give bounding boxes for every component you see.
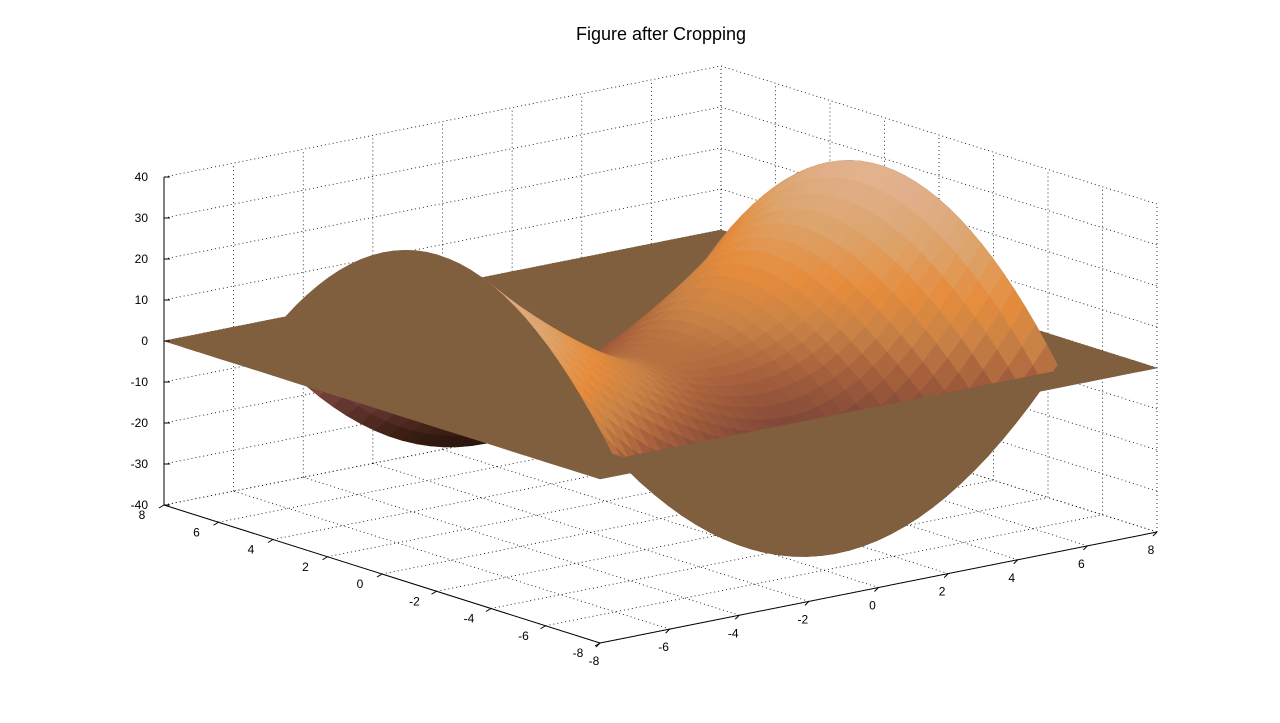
y-tick-mark: [540, 625, 546, 630]
gridline-floor-x: [442, 449, 879, 588]
x-tick-label: -8: [589, 654, 600, 668]
z-tick-label: -40: [131, 498, 149, 512]
y-tick-label: -4: [464, 612, 475, 626]
gridline-floor-x: [303, 476, 740, 616]
x-tick-mark: [1013, 559, 1019, 565]
gridline-wall-z: [163, 188, 1158, 328]
z-tick-label: 20: [135, 252, 149, 266]
y-tick-mark: [594, 642, 601, 647]
y-tick-label: -8: [573, 646, 584, 660]
tick-labels: -8-6-4-202468-8-6-4-202468-40-30-20-1001…: [131, 170, 1155, 668]
surface-patch: [589, 472, 614, 480]
axis-layer: [158, 176, 1158, 648]
y-tick-mark: [485, 608, 492, 612]
z-tick-label: 0: [141, 334, 148, 348]
x-tick-label: -4: [728, 626, 739, 640]
x-tick-mark: [1083, 545, 1088, 551]
gridline-wall-z: [163, 352, 1158, 492]
z-tick-label: 40: [135, 170, 149, 184]
chart-title: Figure after Cropping: [575, 24, 747, 44]
x-tick-mark: [734, 614, 740, 620]
y-tick-label: -6: [518, 629, 529, 643]
z-tick-label: 10: [135, 293, 149, 307]
x-tick-mark: [943, 573, 949, 578]
x-tick-mark: [804, 601, 810, 606]
gridline-wall-z: [163, 147, 1158, 287]
y-tick-label: 0: [357, 577, 364, 591]
z-tick-label: -20: [131, 416, 149, 430]
x-tick-label: -6: [658, 640, 669, 654]
y-tick-mark: [376, 573, 383, 578]
x-tick-mark: [1152, 531, 1158, 537]
y-tick-label: 6: [193, 525, 200, 539]
y-tick-mark: [431, 590, 437, 595]
y-tick-mark: [213, 521, 219, 526]
y-tick-label: -2: [409, 594, 420, 608]
gridline-wall-z: [163, 393, 1158, 533]
x-tick-mark: [874, 587, 879, 592]
gridline-wall-z: [163, 106, 1158, 246]
x-tick-label: 8: [1148, 543, 1155, 557]
z-tick-label: -30: [131, 457, 149, 471]
x-tick-label: 6: [1078, 557, 1085, 571]
z-tick-label: 30: [135, 211, 149, 225]
surface-mesh: [163, 160, 1159, 557]
y-tick-label: 4: [248, 543, 255, 557]
z-tick-label: -10: [131, 375, 149, 389]
y-tick-mark: [158, 504, 165, 509]
y-tick-mark: [322, 556, 328, 561]
x-tick-label: 4: [1008, 571, 1015, 585]
y-tick-label: 8: [139, 508, 146, 522]
gridline-floor-x: [233, 490, 670, 630]
x-tick-label: -2: [798, 612, 809, 626]
y-tick-label: 2: [302, 560, 309, 574]
gridline-wall-z: [163, 65, 1158, 205]
x-tick-label: 2: [939, 585, 946, 599]
x-tick-label: 0: [869, 599, 876, 613]
y-tick-mark: [267, 539, 274, 543]
x-tick-mark: [665, 628, 670, 634]
